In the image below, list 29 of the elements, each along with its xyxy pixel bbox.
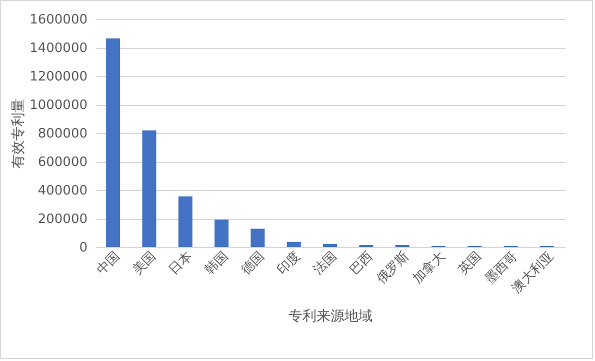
x-tick-label: 加拿大	[410, 248, 448, 287]
y-axis-title: 有效专利量	[10, 98, 27, 168]
y-tick-label: 1200000	[30, 70, 88, 84]
bar	[142, 130, 156, 247]
y-tick-label: 1400000	[30, 41, 88, 56]
y-tick-label: 600000	[38, 155, 88, 170]
bar	[286, 242, 301, 247]
x-tick-label: 德国	[238, 248, 268, 278]
x-tick-label: 巴西	[347, 248, 376, 278]
y-tick-label: 1600000	[30, 12, 88, 28]
x-tick-label: 美国	[129, 248, 160, 278]
x-tick-label: 韩国	[202, 248, 232, 278]
y-tick-label: 1000000	[30, 98, 88, 113]
x-tick-label: 俄罗斯	[374, 248, 412, 287]
bar	[323, 244, 337, 247]
x-tick-label: 中国	[94, 248, 123, 278]
bar	[178, 196, 192, 247]
y-tick-label: 400000	[38, 184, 88, 198]
x-tick-label: 法国	[310, 248, 340, 278]
y-tick-label: 0	[79, 240, 88, 256]
bar	[106, 38, 120, 247]
x-tick-label: 印度	[274, 248, 304, 278]
x-axis-title: 专利来源地域	[288, 308, 372, 324]
x-tick-label: 英国	[456, 248, 485, 278]
y-tick-label: 800000	[38, 126, 88, 142]
bar	[250, 228, 265, 247]
x-tick-label: 日本	[166, 248, 196, 278]
bar	[214, 220, 229, 247]
y-tick-label: 200000	[38, 212, 88, 227]
